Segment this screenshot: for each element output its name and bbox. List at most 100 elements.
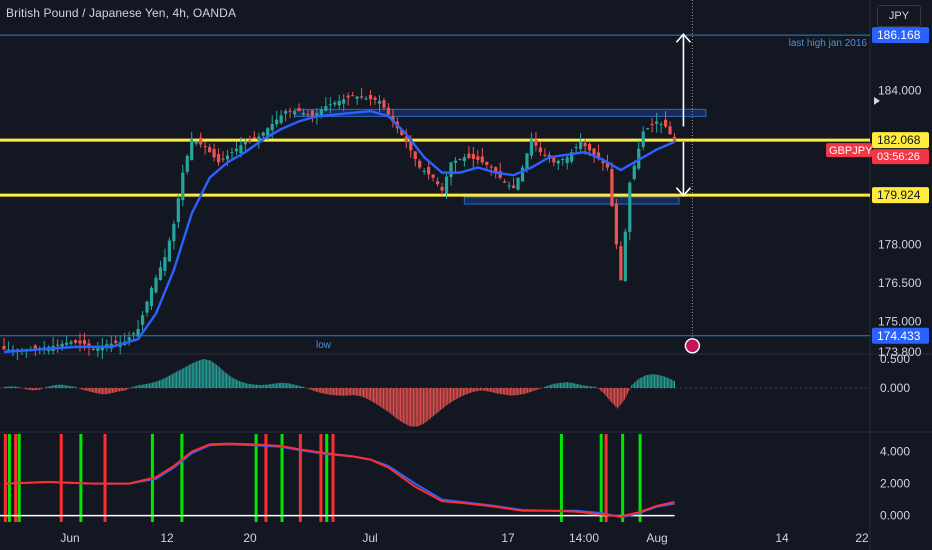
candle-body: [565, 157, 569, 163]
candle-body: [87, 343, 91, 347]
candle-body: [288, 110, 292, 112]
candle-body: [583, 142, 587, 147]
candle-body: [216, 154, 221, 163]
candle-body: [418, 160, 422, 168]
candle-body: [194, 141, 198, 144]
candle-body: [476, 156, 480, 160]
candle-body: [552, 156, 556, 163]
candle-body: [440, 186, 444, 191]
candles: [2, 88, 677, 361]
signal-bar: [17, 434, 21, 522]
candle-body: [503, 181, 507, 183]
candle-body: [507, 185, 511, 187]
range-box-2: [463, 196, 680, 205]
candle-body: [462, 157, 467, 162]
candle-body: [310, 110, 315, 117]
signal-bar: [319, 434, 323, 522]
oscillator-tick-label: 2.000: [880, 477, 910, 491]
candle-body: [212, 148, 216, 158]
candle-body: [453, 160, 458, 163]
candle-body: [261, 132, 265, 136]
price-tick-label: 184.000: [878, 84, 922, 98]
signal-bar: [298, 434, 302, 522]
candle-body: [368, 94, 373, 100]
candle-body: [413, 151, 417, 159]
candle-body: [520, 167, 525, 182]
candle-body: [628, 182, 632, 232]
current-price-symbol: GBPJPY: [829, 145, 873, 157]
candle-body: [199, 137, 203, 145]
candle-body: [275, 119, 279, 125]
time-tick-label: 22: [855, 531, 869, 545]
candle-body: [614, 203, 618, 245]
level-note-low: low: [316, 340, 332, 351]
level-tag-background: [872, 327, 929, 344]
candle-body: [570, 152, 574, 162]
candle-body: [221, 158, 225, 160]
countdown-tag: [872, 149, 929, 165]
candle-body: [516, 177, 520, 190]
candle-body: [6, 349, 11, 351]
candle-body: [422, 170, 426, 172]
candle-body: [355, 96, 359, 99]
time-tick-label: Jun: [60, 531, 79, 545]
candle-body: [2, 345, 6, 350]
candle-body: [208, 147, 212, 153]
candle-body: [306, 114, 310, 116]
candle-body: [100, 346, 104, 351]
candle-body: [458, 158, 462, 161]
candle-body: [234, 148, 239, 152]
candle-body: [619, 246, 623, 281]
candle-body: [243, 141, 247, 145]
candle-body: [203, 145, 207, 147]
time-tick-label: 17: [501, 531, 515, 545]
candle-body: [167, 240, 171, 262]
level-tag-label: 182.068: [877, 133, 921, 147]
candle-body: [641, 131, 645, 148]
candle-body: [561, 158, 565, 160]
candle-body: [324, 106, 328, 111]
candle-body: [431, 174, 435, 178]
time-tick-label: Aug: [646, 531, 667, 545]
moving-average-line: [3, 109, 675, 354]
candle-body: [346, 95, 350, 98]
candle-body: [301, 112, 306, 115]
histogram-tick-label: 0.500: [880, 352, 910, 366]
candle-body: [529, 139, 534, 156]
candle-body: [663, 119, 668, 127]
arrow-head-down: [675, 187, 692, 197]
currency-button[interactable]: JPY: [877, 5, 921, 27]
axis-marker-icon: [874, 96, 880, 105]
candle-body: [498, 171, 502, 178]
level-tag-background: [872, 132, 929, 149]
candle-body: [248, 139, 252, 141]
level-tag-background: [872, 187, 929, 204]
current-price-symbol-tag: [826, 143, 872, 158]
candle-body: [360, 96, 364, 98]
candle-body: [373, 97, 377, 101]
candle-body: [315, 112, 319, 118]
price-tick-label: 175.000: [878, 314, 922, 328]
candle-body: [556, 160, 560, 164]
candle-body: [435, 181, 440, 185]
candle-body: [136, 328, 140, 337]
candle-body: [319, 109, 323, 117]
candle-body: [655, 121, 659, 124]
candle-body: [297, 108, 301, 112]
signal-bar: [621, 434, 625, 522]
signal-bar: [180, 434, 184, 522]
candle-body: [489, 166, 493, 168]
signal-bar: [3, 434, 7, 522]
candle-body: [149, 287, 154, 307]
candle-body: [292, 111, 297, 115]
candle-body: [279, 115, 283, 123]
level-tag-background: [872, 27, 929, 44]
candle-body: [140, 315, 145, 325]
candle-body: [467, 153, 471, 159]
candle-body: [73, 340, 78, 343]
time-tick-label: Jul: [362, 531, 377, 545]
signal-bar: [59, 434, 63, 522]
candle-body: [132, 333, 136, 335]
